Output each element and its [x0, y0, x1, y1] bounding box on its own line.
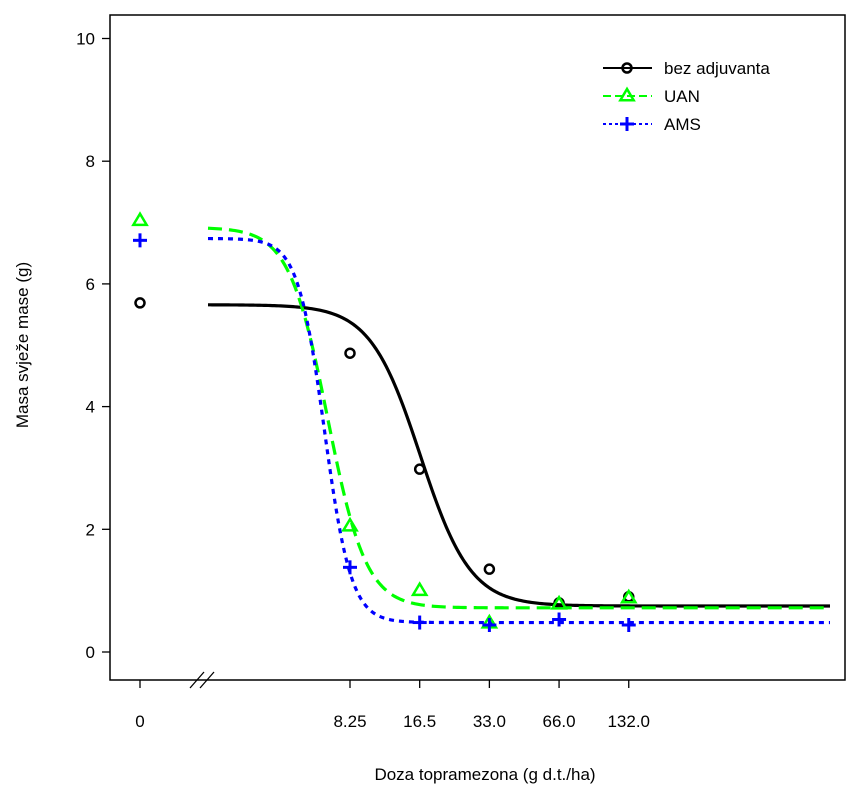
data-point-circle [483, 563, 496, 575]
legend-marker-circle [621, 62, 633, 74]
x-tick-label: 33.0 [473, 712, 506, 731]
x-tick-label: 16.5 [403, 712, 436, 731]
curve-bez-adjuvanta [207, 303, 830, 608]
curve-ams [207, 236, 830, 625]
axis-break-marker [189, 671, 215, 689]
y-tick-label: 6 [86, 275, 95, 294]
x-axis: 0 8.25 16.5 33.0 66.0 132.0 [135, 680, 650, 731]
data-point-plus [621, 618, 636, 633]
x-tick-label: 8.25 [333, 712, 366, 731]
axis-break-slash [189, 671, 205, 689]
fitted-curves [207, 226, 830, 625]
data-point-triangle [410, 581, 429, 597]
x-axis-title: Doza topramezona (g d.t./ha) [374, 765, 595, 784]
x-tick-label: 132.0 [607, 712, 650, 731]
data-point-plus [343, 560, 357, 575]
y-tick-label: 10 [76, 30, 95, 49]
data-point-triangle [341, 516, 359, 532]
data-point-plus [552, 612, 567, 627]
data-point-triangle [131, 211, 149, 227]
legend-marker-plus [620, 117, 634, 131]
y-tick-label: 0 [86, 643, 95, 662]
axis-break-slash [199, 671, 215, 689]
y-axis-title: Masa svježe mase (g) [13, 262, 32, 428]
legend-marker-triangle [618, 86, 636, 102]
data-point-circle [134, 297, 146, 309]
x-tick-label: 0 [135, 712, 144, 731]
legend: bez adjuvanta UAN AMS [603, 59, 770, 134]
y-tick-label: 2 [86, 520, 95, 539]
data-points [131, 211, 638, 633]
x-tick-label: 66.0 [543, 712, 576, 731]
legend-label: bez adjuvanta [664, 59, 770, 78]
data-point-triangle [550, 594, 568, 610]
data-point-plus [412, 615, 427, 630]
data-point-plus [133, 233, 147, 248]
data-point-triangle [619, 588, 638, 604]
y-axis: 0 2 4 6 8 10 [76, 30, 110, 662]
curve-uan [207, 226, 830, 610]
y-tick-label: 8 [86, 152, 95, 171]
legend-label: AMS [664, 115, 701, 134]
plot-frame [109, 14, 846, 681]
data-point-circle [344, 347, 356, 359]
data-point-plus [482, 618, 497, 633]
data-point-circle [413, 463, 426, 475]
y-tick-label: 4 [86, 398, 95, 417]
legend-label: UAN [664, 87, 700, 106]
